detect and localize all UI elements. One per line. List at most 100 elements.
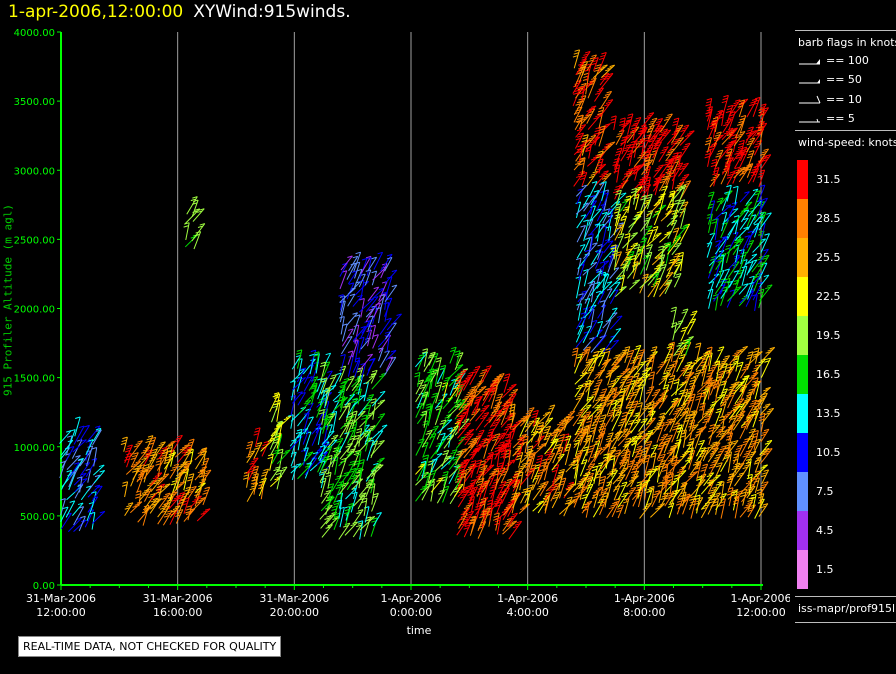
barb-feather: [69, 500, 75, 503]
barb-feather: [426, 403, 432, 406]
wind-barb: [130, 452, 139, 468]
wind-barb: [92, 429, 102, 446]
barb-feather: [305, 453, 312, 457]
barb-feather: [159, 477, 165, 481]
barb-feather: [274, 393, 280, 396]
barb-staff: [162, 510, 173, 526]
barb-feather: [192, 196, 198, 199]
barb-feather: [130, 457, 136, 460]
barb-feather: [243, 477, 249, 480]
barb-feather: [82, 478, 88, 481]
barb-feather: [161, 475, 167, 479]
barb-staff: [129, 501, 143, 514]
barb-feather: [137, 469, 143, 473]
barb-staff: [65, 500, 76, 518]
wind-barb: [125, 460, 142, 475]
barb-feather: [195, 501, 202, 504]
barb-feather: [196, 495, 202, 498]
barb-feather: [85, 468, 91, 471]
barb-staff: [430, 453, 443, 465]
barb-staff: [481, 365, 492, 383]
barb-feather: [479, 466, 485, 469]
barb-feather: [170, 482, 177, 486]
barb-staff: [61, 470, 73, 490]
barb-staff: [143, 449, 153, 465]
wind-barb: [158, 483, 171, 495]
wind-barb: [246, 457, 259, 475]
barb-feather: [199, 208, 205, 211]
barb-staff: [247, 441, 254, 458]
barb-staff: [291, 377, 306, 391]
barb-feather: [156, 485, 162, 489]
barb-staff: [185, 222, 190, 241]
barb-staff: [84, 509, 95, 528]
wind-barb: [68, 462, 80, 480]
barb-feather: [191, 202, 198, 205]
barb-feather: [194, 497, 200, 501]
barb-staff: [143, 465, 155, 480]
barb-staff: [68, 462, 80, 480]
barb-feather: [77, 502, 84, 506]
wind-barb: [76, 476, 83, 493]
wind-barb: [66, 446, 75, 461]
barb-staff: [671, 360, 679, 378]
barb-feather: [260, 480, 266, 483]
wind-barb: [72, 439, 87, 453]
wind-barb: [93, 469, 106, 484]
barb-staff: [253, 466, 259, 481]
barb-staff: [289, 431, 302, 447]
barb-staff: [130, 440, 143, 457]
barb-feather: [182, 503, 188, 506]
barb-staff: [675, 379, 680, 396]
barb-staff: [183, 468, 190, 491]
barb-staff: [91, 511, 106, 524]
barb-staff: [346, 312, 358, 326]
barb-feather: [161, 454, 167, 457]
barb-feather: [187, 441, 194, 444]
barb-feather: [66, 469, 72, 473]
barb-feather: [142, 448, 149, 452]
barb-feather: [201, 447, 207, 451]
barb-feather: [175, 437, 181, 440]
barb-staff: [372, 334, 379, 349]
barb-feather: [303, 402, 309, 405]
wind-barb: [275, 469, 283, 490]
wind-barb: [200, 469, 212, 485]
barb-feather: [251, 459, 257, 463]
wind-barb: [169, 463, 180, 479]
wind-barb: [87, 425, 101, 442]
barb-feather: [246, 455, 252, 458]
barb-feather: [172, 507, 179, 511]
wind-barb: [185, 505, 193, 521]
barb-feather: [180, 463, 186, 466]
barb-feather: [166, 449, 172, 453]
wind-barb: [124, 502, 134, 517]
wind-barb: [667, 374, 676, 390]
barb-staff: [169, 505, 181, 518]
wind-barb: [476, 429, 485, 445]
wind-barb: [675, 497, 684, 515]
barb-staff: [73, 472, 87, 486]
barb-feather: [273, 468, 279, 472]
wind-barb: [325, 471, 332, 489]
wind-barb: [370, 430, 384, 449]
barb-staff: [92, 429, 102, 446]
barb-feather: [263, 440, 269, 444]
wind-barb: [304, 389, 319, 403]
barb-feather: [254, 447, 260, 450]
barb-staff: [341, 323, 348, 342]
wind-barb: [650, 444, 659, 458]
barb-staff: [157, 485, 163, 504]
wind-barb: [456, 448, 468, 462]
barb-feather: [272, 441, 278, 444]
wind-barb: [148, 436, 157, 455]
barb-feather: [249, 450, 255, 453]
barb-staff: [503, 373, 511, 393]
barb-feather: [174, 439, 180, 443]
barb-staff: [518, 452, 524, 468]
barb-staff: [60, 439, 74, 456]
barb-staff: [297, 392, 306, 406]
wind-barb: [186, 196, 198, 215]
barb-feather: [273, 392, 280, 395]
barb-staff: [132, 465, 142, 480]
